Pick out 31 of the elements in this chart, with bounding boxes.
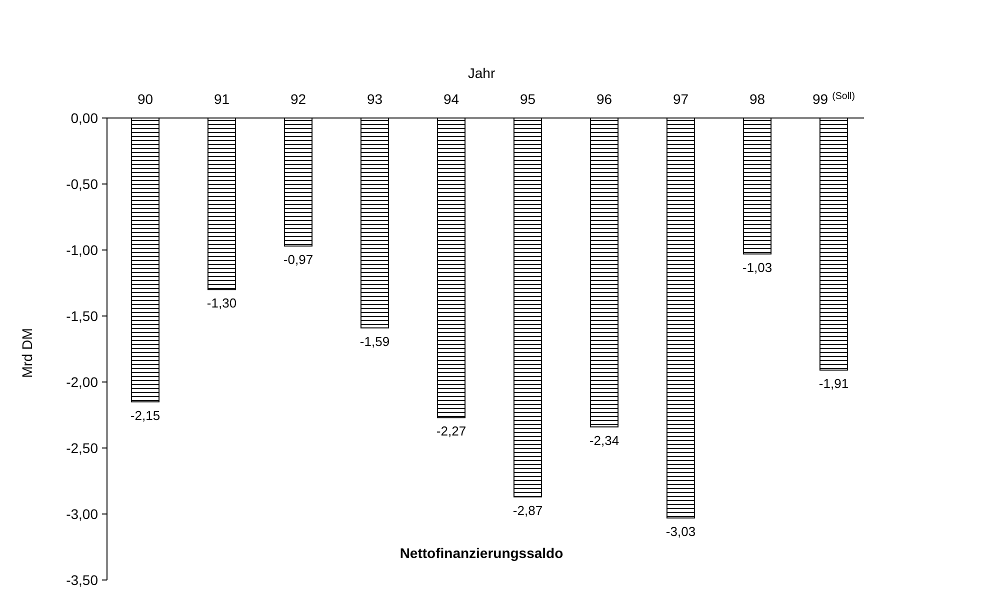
- data-label: -0,97: [283, 252, 314, 268]
- x-tick-label: 95: [520, 91, 536, 107]
- x-tick-label: 92: [290, 91, 306, 107]
- data-label: -1,91: [818, 376, 849, 392]
- data-label: -1,59: [360, 334, 390, 349]
- data-label: -2,27: [436, 424, 466, 439]
- x-tick-label: 94: [443, 91, 460, 107]
- y-tick-label: -1,00: [66, 242, 98, 258]
- y-tick-label: -2,50: [66, 440, 98, 456]
- data-label: -1,30: [206, 296, 237, 311]
- text: Nettofinanzierungssaldo: [400, 545, 564, 561]
- y-tick-label: -3,50: [66, 572, 98, 588]
- x-tick-label: 91: [214, 91, 230, 107]
- y-tick-label: -3,00: [66, 506, 98, 522]
- y-tick-label: -2,00: [66, 374, 98, 390]
- y-tick-label: -0,50: [66, 176, 98, 192]
- y-tick-label: -1,50: [66, 308, 98, 324]
- y-axis-title: Mrd DM: [19, 328, 35, 378]
- y-tick-label: 0,00: [70, 110, 98, 126]
- data-label: -3,03: [666, 524, 696, 539]
- x-tick-label: 90: [137, 91, 154, 107]
- x-tick-label: 97: [672, 91, 689, 107]
- x-tick-label: 93: [366, 91, 383, 107]
- data-label: -2,87: [512, 502, 543, 518]
- x-axis-title: Jahr: [468, 65, 496, 81]
- data-label: -2,34: [589, 432, 620, 448]
- x-tick-label: 98: [749, 91, 766, 107]
- x-tick-label: 99$^{(Soll)}$: [812, 90, 855, 107]
- data-label: -2,15: [130, 408, 160, 423]
- data-label: -1,03: [742, 260, 772, 275]
- x-tick-label: 96: [596, 91, 612, 107]
